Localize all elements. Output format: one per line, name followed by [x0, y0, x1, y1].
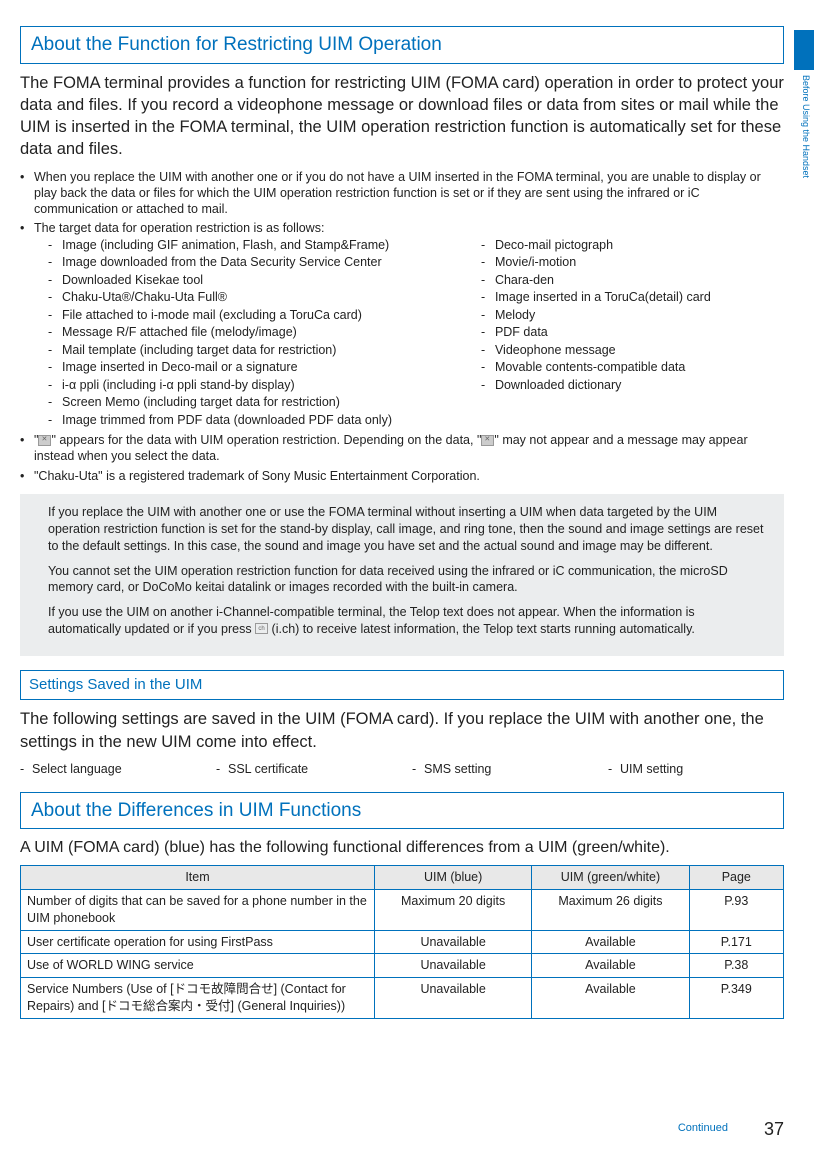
- ich-icon: ch: [255, 623, 268, 634]
- list-item: -Downloaded dictionary: [481, 377, 784, 395]
- section3-intro: A UIM (FOMA card) (blue) has the followi…: [20, 837, 784, 859]
- continued-label: Continued: [678, 1121, 728, 1136]
- table-cell: P.349: [689, 978, 783, 1019]
- table-cell: Maximum 20 digits: [374, 889, 531, 930]
- list-item: -Message R/F attached file (melody/image…: [48, 324, 481, 342]
- list-item: -Videophone message: [481, 342, 784, 360]
- uim-restrict-icon: [38, 435, 51, 446]
- list-item: -Image downloaded from the Data Security…: [48, 254, 481, 272]
- side-label: Before Using the Handset: [800, 75, 812, 178]
- section2-title: Settings Saved in the UIM: [29, 675, 775, 695]
- list-item: -Chaku-Uta®/Chaku-Uta Full®: [48, 289, 481, 307]
- bullet-text: "" appears for the data with UIM operati…: [34, 432, 784, 465]
- note-item: If you use the UIM on another i-Channel-…: [34, 604, 770, 638]
- list-item: -Screen Memo (including target data for …: [48, 394, 481, 412]
- table-cell: Use of WORLD WING service: [21, 954, 375, 978]
- table-cell: Available: [532, 954, 689, 978]
- table-cell: Available: [532, 978, 689, 1019]
- list-item: -Movie/i-motion: [481, 254, 784, 272]
- table-header: Item: [21, 865, 375, 889]
- table-cell: Service Numbers (Use of [ドコモ故障問合せ] (Cont…: [21, 978, 375, 1019]
- table-row: Use of WORLD WING serviceUnavailableAvai…: [21, 954, 784, 978]
- notes-box: If you replace the UIM with another one …: [20, 494, 784, 656]
- setting-item: -SSL certificate: [216, 761, 392, 778]
- bullet-item: • "" appears for the data with UIM opera…: [20, 432, 784, 465]
- page-footer: Continued 37: [678, 1117, 784, 1141]
- table-header: UIM (green/white): [532, 865, 689, 889]
- table-cell: Maximum 26 digits: [532, 889, 689, 930]
- bullet-item: • When you replace the UIM with another …: [20, 169, 784, 218]
- list-item: -Movable contents-compatible data: [481, 359, 784, 377]
- table-cell: P.38: [689, 954, 783, 978]
- list-item: -Deco-mail pictograph: [481, 237, 784, 255]
- list-item: -Melody: [481, 307, 784, 325]
- setting-item: -Select language: [20, 761, 196, 778]
- table-header: UIM (blue): [374, 865, 531, 889]
- uim-diff-table: ItemUIM (blue)UIM (green/white)Page Numb…: [20, 865, 784, 1019]
- setting-item: -UIM setting: [608, 761, 784, 778]
- section1-header: About the Function for Restricting UIM O…: [20, 26, 784, 64]
- bullet-item: • The target data for operation restrict…: [20, 220, 784, 429]
- list-item: -Image trimmed from PDF data (downloaded…: [48, 412, 481, 430]
- section2-header: Settings Saved in the UIM: [20, 670, 784, 700]
- list-item: -Image inserted in Deco-mail or a signat…: [48, 359, 481, 377]
- section3-title: About the Differences in UIM Functions: [31, 798, 773, 824]
- table-cell: User certificate operation for using Fir…: [21, 930, 375, 954]
- note-item: You cannot set the UIM operation restric…: [34, 563, 770, 597]
- table-cell: Number of digits that can be saved for a…: [21, 889, 375, 930]
- list-item: -Chara-den: [481, 272, 784, 290]
- uim-restrict-icon: [481, 435, 494, 446]
- bullet-text: "Chaku-Uta" is a registered trademark of…: [34, 468, 480, 484]
- table-cell: Unavailable: [374, 978, 531, 1019]
- table-row: User certificate operation for using Fir…: [21, 930, 784, 954]
- table-cell: P.171: [689, 930, 783, 954]
- list-item: -Image (including GIF animation, Flash, …: [48, 237, 481, 255]
- table-cell: Available: [532, 930, 689, 954]
- table-row: Number of digits that can be saved for a…: [21, 889, 784, 930]
- page-number: 37: [764, 1117, 784, 1141]
- side-tab: [794, 30, 814, 70]
- list-item: -i-α ppli (including i-α ppli stand-by d…: [48, 377, 481, 395]
- section2-intro: The following settings are saved in the …: [20, 708, 784, 753]
- list-item: -Downloaded Kisekae tool: [48, 272, 481, 290]
- list-item: -PDF data: [481, 324, 784, 342]
- table-cell: P.93: [689, 889, 783, 930]
- list-item: -Mail template (including target data fo…: [48, 342, 481, 360]
- table-row: Service Numbers (Use of [ドコモ故障問合せ] (Cont…: [21, 978, 784, 1019]
- setting-item: -SMS setting: [412, 761, 588, 778]
- table-cell: Unavailable: [374, 930, 531, 954]
- note-item: If you replace the UIM with another one …: [34, 504, 770, 555]
- list-item: -File attached to i-mode mail (excluding…: [48, 307, 481, 325]
- section1-bullets: • When you replace the UIM with another …: [20, 169, 784, 484]
- section1-title: About the Function for Restricting UIM O…: [31, 32, 773, 58]
- list-item: -Image inserted in a ToruCa(detail) card: [481, 289, 784, 307]
- section3-header: About the Differences in UIM Functions: [20, 792, 784, 830]
- settings-list: -Select language -SSL certificate -SMS set…: [20, 761, 784, 778]
- table-header: Page: [689, 865, 783, 889]
- bullet-item: • "Chaku-Uta" is a registered trademark …: [20, 468, 784, 484]
- table-cell: Unavailable: [374, 954, 531, 978]
- bullet-text: The target data for operation restrictio…: [34, 220, 784, 236]
- target-data-list: -Image (including GIF animation, Flash, …: [48, 237, 784, 430]
- bullet-text: When you replace the UIM with another on…: [34, 169, 784, 218]
- section1-intro: The FOMA terminal provides a function fo…: [20, 72, 784, 161]
